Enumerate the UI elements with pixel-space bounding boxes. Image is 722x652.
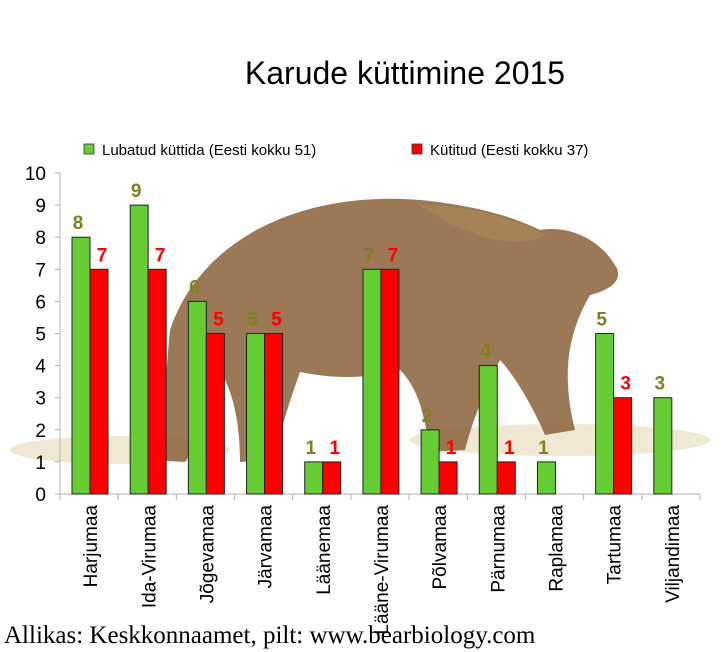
bar-allowed <box>362 268 382 495</box>
data-label: 1 <box>305 438 316 459</box>
data-label: 5 <box>596 310 607 331</box>
data-label: 1 <box>329 438 340 459</box>
data-label: 8 <box>73 213 84 234</box>
data-label: 3 <box>655 374 666 395</box>
x-tick-label: Läänemaa <box>314 505 335 595</box>
y-tick-label: 8 <box>35 228 46 249</box>
bar-hunted <box>147 268 167 495</box>
y-tick-label: 4 <box>35 357 46 378</box>
data-label: 4 <box>480 342 491 363</box>
y-tick-label: 5 <box>35 325 46 346</box>
data-label: 1 <box>538 438 549 459</box>
data-label: 6 <box>189 277 200 298</box>
data-label: 5 <box>271 310 282 331</box>
data-label: 7 <box>364 245 375 266</box>
bar-allowed <box>246 333 266 495</box>
bar-allowed <box>653 397 673 495</box>
data-label: 5 <box>213 310 224 331</box>
data-label: 2 <box>422 406 433 427</box>
legend: Lubatud küttida (Eesti kokku 51) Kütitud… <box>83 142 588 159</box>
x-tick-label: Pärnumaa <box>488 505 509 593</box>
bar-allowed <box>478 365 498 495</box>
data-label: 5 <box>247 310 258 331</box>
legend-swatch-allowed <box>83 143 95 155</box>
legend-swatch-hunted <box>411 143 423 155</box>
bar-hunted <box>380 268 400 495</box>
y-tick-label: 6 <box>35 292 46 313</box>
source-caption: Allikas: Keskkonnaamet, pilt: www.bearbi… <box>4 622 536 649</box>
bar-allowed <box>187 300 207 495</box>
bar-hunted <box>613 397 633 495</box>
bar-allowed <box>536 461 556 495</box>
bar-allowed <box>71 236 91 495</box>
data-label: 7 <box>155 245 166 266</box>
data-label: 7 <box>388 245 399 266</box>
x-tick-label: Viljandimaa <box>663 505 684 603</box>
data-label: 1 <box>504 438 515 459</box>
x-tick-label: Harjumaa <box>81 505 102 588</box>
x-tick-label: Järvamaa <box>256 505 277 589</box>
bar-allowed <box>129 204 149 495</box>
bar-allowed <box>304 461 324 495</box>
legend-label-hunted: Kütitud (Eesti kokku 37) <box>430 142 588 159</box>
y-tick-label: 0 <box>35 485 46 506</box>
chart-title: Karude küttimine 2015 <box>245 55 565 91</box>
bar-allowed <box>595 333 615 495</box>
bar-hunted <box>438 461 458 495</box>
bar-hunted <box>496 461 516 495</box>
data-label: 3 <box>620 374 631 395</box>
x-tick-label: Ida-Virumaa <box>139 505 160 609</box>
bar-allowed <box>420 429 440 495</box>
data-label: 1 <box>446 438 457 459</box>
y-tick-label: 3 <box>35 389 46 410</box>
bar-hunted <box>205 333 225 495</box>
x-tick-label: Jõgevamaa <box>197 505 218 604</box>
bar-hunted <box>322 461 342 495</box>
data-label: 7 <box>97 245 108 266</box>
y-tick-label: 10 <box>25 164 46 185</box>
legend-label-allowed: Lubatud küttida (Eesti kokku 51) <box>102 142 316 159</box>
y-tick-label: 7 <box>35 260 46 281</box>
x-tick-label: Lääne-Virumaa <box>372 505 393 635</box>
y-tick-label: 2 <box>35 421 46 442</box>
bar-hunted <box>89 268 109 495</box>
y-tick-label: 1 <box>35 453 46 474</box>
bar-hunted <box>264 333 284 495</box>
y-tick-label: 9 <box>35 196 46 217</box>
x-tick-label: Tartumaa <box>605 505 626 585</box>
x-tick-label: Raplamaa <box>547 505 568 592</box>
data-label: 9 <box>131 181 142 202</box>
x-tick-label: Põlvamaa <box>430 505 451 590</box>
